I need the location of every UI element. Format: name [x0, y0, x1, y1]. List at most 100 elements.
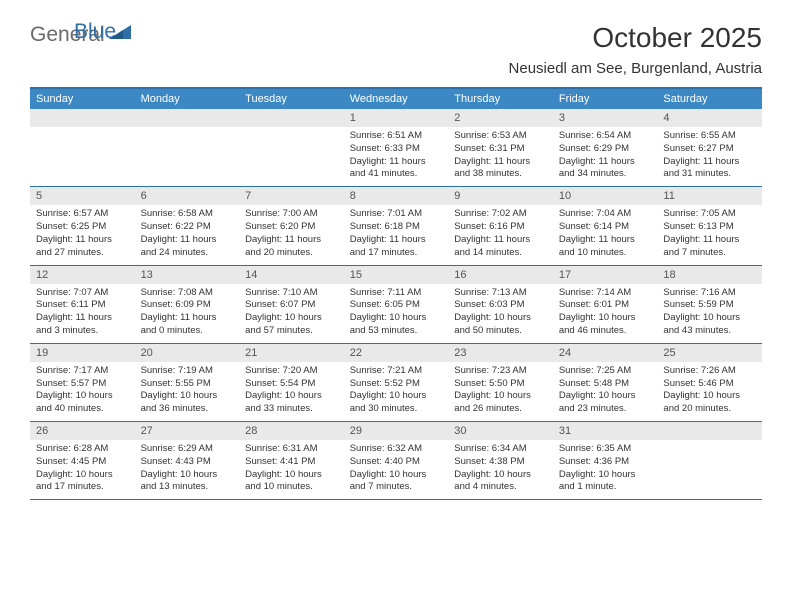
day-number: 24 [553, 344, 658, 362]
day-info-line: Daylight: 11 hours [141, 312, 234, 325]
day-info-line: Sunrise: 6:53 AM [454, 130, 547, 143]
day-info-line: and 13 minutes. [141, 481, 234, 494]
day-info-line: Sunset: 4:41 PM [245, 456, 338, 469]
day-info-line: Daylight: 10 hours [663, 312, 756, 325]
day-info-line: Sunrise: 7:23 AM [454, 365, 547, 378]
day-info-line: Sunset: 6:22 PM [141, 221, 234, 234]
day-header-monday: Monday [135, 89, 240, 109]
day-number: 7 [239, 187, 344, 205]
day-body: Sunrise: 7:07 AMSunset: 6:11 PMDaylight:… [30, 284, 135, 343]
day-body: Sunrise: 6:29 AMSunset: 4:43 PMDaylight:… [135, 440, 240, 499]
day-body: Sunrise: 7:08 AMSunset: 6:09 PMDaylight:… [135, 284, 240, 343]
day-info-line: Sunrise: 6:51 AM [350, 130, 443, 143]
day-number [657, 422, 762, 440]
day-info-line: Daylight: 10 hours [245, 312, 338, 325]
day-info-line: Sunrise: 6:31 AM [245, 443, 338, 456]
day-info-line: and 57 minutes. [245, 325, 338, 338]
day-info-line: Daylight: 11 hours [141, 234, 234, 247]
logo-sub: Blue [30, 48, 72, 72]
day-info-line: Sunset: 6:33 PM [350, 143, 443, 156]
day-body: Sunrise: 7:20 AMSunset: 5:54 PMDaylight:… [239, 362, 344, 421]
day-info-line: Sunset: 5:57 PM [36, 378, 129, 391]
calendar-cell: 13Sunrise: 7:08 AMSunset: 6:09 PMDayligh… [135, 266, 240, 343]
day-body [135, 127, 240, 177]
calendar-cell: 15Sunrise: 7:11 AMSunset: 6:05 PMDayligh… [344, 266, 449, 343]
day-header-wednesday: Wednesday [344, 89, 449, 109]
day-body: Sunrise: 7:02 AMSunset: 6:16 PMDaylight:… [448, 205, 553, 264]
day-info-line: Daylight: 11 hours [663, 234, 756, 247]
day-body: Sunrise: 6:34 AMSunset: 4:38 PMDaylight:… [448, 440, 553, 499]
day-info-line: Daylight: 10 hours [559, 390, 652, 403]
day-number: 14 [239, 266, 344, 284]
calendar-cell: 7Sunrise: 7:00 AMSunset: 6:20 PMDaylight… [239, 187, 344, 264]
day-info-line: Daylight: 11 hours [36, 234, 129, 247]
day-number: 27 [135, 422, 240, 440]
day-number: 21 [239, 344, 344, 362]
day-info-line: Sunrise: 7:21 AM [350, 365, 443, 378]
day-info-line: and 50 minutes. [454, 325, 547, 338]
day-body: Sunrise: 7:11 AMSunset: 6:05 PMDaylight:… [344, 284, 449, 343]
day-info-line: Daylight: 10 hours [663, 390, 756, 403]
day-info-line: Daylight: 10 hours [350, 390, 443, 403]
calendar-cell: 6Sunrise: 6:58 AMSunset: 6:22 PMDaylight… [135, 187, 240, 264]
day-info-line: Daylight: 10 hours [245, 390, 338, 403]
day-info-line: Sunset: 5:54 PM [245, 378, 338, 391]
day-info-line: Sunset: 6:13 PM [663, 221, 756, 234]
day-info-line: Daylight: 10 hours [36, 390, 129, 403]
day-number: 11 [657, 187, 762, 205]
calendar-cell: 14Sunrise: 7:10 AMSunset: 6:07 PMDayligh… [239, 266, 344, 343]
day-number: 2 [448, 109, 553, 127]
day-info-line: Sunset: 4:43 PM [141, 456, 234, 469]
day-number [239, 109, 344, 127]
day-info-line: Sunrise: 6:54 AM [559, 130, 652, 143]
day-body: Sunrise: 6:58 AMSunset: 6:22 PMDaylight:… [135, 205, 240, 264]
day-info-line: and 4 minutes. [454, 481, 547, 494]
day-info-line: Daylight: 11 hours [663, 156, 756, 169]
day-header-saturday: Saturday [657, 89, 762, 109]
day-info-line: Sunrise: 7:13 AM [454, 287, 547, 300]
day-info-line: Sunrise: 6:55 AM [663, 130, 756, 143]
day-body: Sunrise: 7:16 AMSunset: 5:59 PMDaylight:… [657, 284, 762, 343]
day-body: Sunrise: 7:23 AMSunset: 5:50 PMDaylight:… [448, 362, 553, 421]
day-body: Sunrise: 6:31 AMSunset: 4:41 PMDaylight:… [239, 440, 344, 499]
day-number: 10 [553, 187, 658, 205]
day-number: 4 [657, 109, 762, 127]
day-info-line: Sunset: 6:18 PM [350, 221, 443, 234]
week-row: 12Sunrise: 7:07 AMSunset: 6:11 PMDayligh… [30, 266, 762, 344]
day-info-line: Sunrise: 7:01 AM [350, 208, 443, 221]
day-info-line: Sunset: 6:20 PM [245, 221, 338, 234]
day-number: 25 [657, 344, 762, 362]
week-row: 26Sunrise: 6:28 AMSunset: 4:45 PMDayligh… [30, 422, 762, 500]
day-info-line: and 14 minutes. [454, 247, 547, 260]
day-body: Sunrise: 7:19 AMSunset: 5:55 PMDaylight:… [135, 362, 240, 421]
day-info-line: Sunrise: 6:32 AM [350, 443, 443, 456]
calendar-cell: 21Sunrise: 7:20 AMSunset: 5:54 PMDayligh… [239, 344, 344, 421]
day-info-line: Daylight: 11 hours [559, 234, 652, 247]
calendar-cell: 9Sunrise: 7:02 AMSunset: 6:16 PMDaylight… [448, 187, 553, 264]
day-info-line: and 7 minutes. [350, 481, 443, 494]
day-info-line: Daylight: 10 hours [141, 469, 234, 482]
day-info-line: and 24 minutes. [141, 247, 234, 260]
day-info-line: Sunrise: 7:10 AM [245, 287, 338, 300]
calendar-cell: 12Sunrise: 7:07 AMSunset: 6:11 PMDayligh… [30, 266, 135, 343]
day-info-line: Sunrise: 7:26 AM [663, 365, 756, 378]
day-info-line: Sunset: 6:11 PM [36, 299, 129, 312]
day-body: Sunrise: 7:25 AMSunset: 5:48 PMDaylight:… [553, 362, 658, 421]
day-info-line: Sunset: 6:27 PM [663, 143, 756, 156]
day-info-line: Sunset: 6:16 PM [454, 221, 547, 234]
day-number: 31 [553, 422, 658, 440]
day-body: Sunrise: 7:10 AMSunset: 6:07 PMDaylight:… [239, 284, 344, 343]
day-info-line: Sunrise: 7:14 AM [559, 287, 652, 300]
day-info-line: and 41 minutes. [350, 168, 443, 181]
calendar-cell: 2Sunrise: 6:53 AMSunset: 6:31 PMDaylight… [448, 109, 553, 186]
calendar-cell: 1Sunrise: 6:51 AMSunset: 6:33 PMDaylight… [344, 109, 449, 186]
day-info-line: Sunset: 6:03 PM [454, 299, 547, 312]
header: General October 2025 Neusiedl am See, Bu… [0, 0, 792, 81]
day-info-line: Sunset: 6:29 PM [559, 143, 652, 156]
day-info-line: Sunset: 6:07 PM [245, 299, 338, 312]
day-info-line: and 10 minutes. [245, 481, 338, 494]
calendar-cell: 20Sunrise: 7:19 AMSunset: 5:55 PMDayligh… [135, 344, 240, 421]
day-number: 28 [239, 422, 344, 440]
day-info-line: and 0 minutes. [141, 325, 234, 338]
day-info-line: and 7 minutes. [663, 247, 756, 260]
